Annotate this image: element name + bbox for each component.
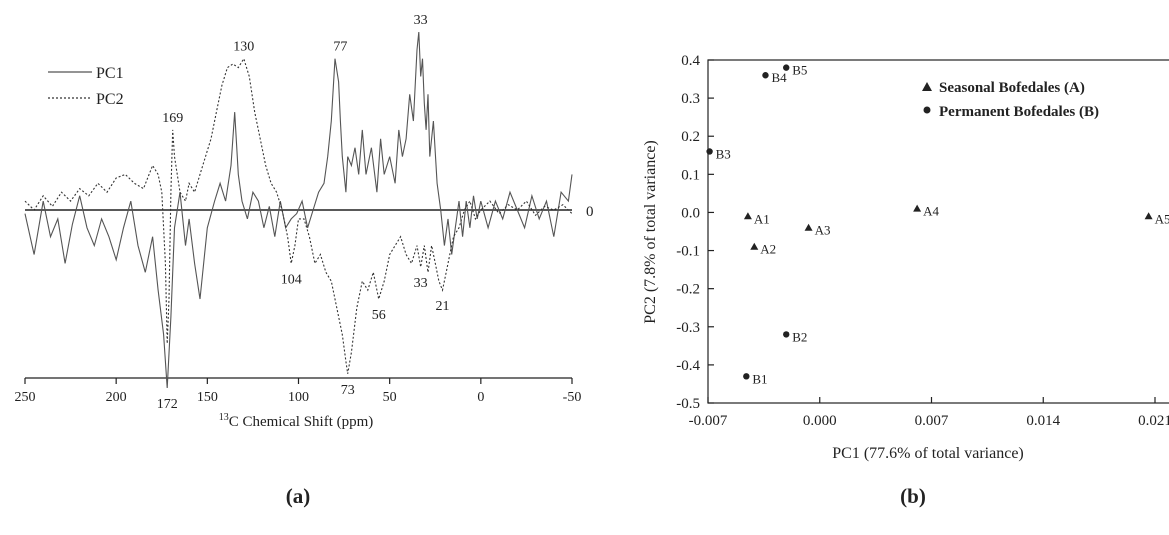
- a-x-axis-label-superscript: 13: [219, 412, 229, 423]
- b-point-label: B2: [792, 329, 807, 344]
- b-y-tick-label: -0.3: [676, 320, 700, 336]
- a-x-tick-label: 0: [477, 390, 484, 405]
- b-x-tick-label: 0.007: [915, 413, 949, 429]
- b-point-label: B5: [792, 63, 807, 78]
- a-x-ticks: 250 200 150 100 50 0 -50: [15, 378, 582, 405]
- a-x-tick-label: 100: [288, 390, 309, 405]
- b-data-points: A1 A2 A3 A4 A5 B1 B2 B3 B4 B5: [706, 63, 1169, 386]
- b-x-tick-label: 0.021: [1138, 413, 1169, 429]
- b-x-tick-label: -0.007: [689, 413, 728, 429]
- a-peak-label: 33: [414, 276, 428, 291]
- b-point-label: A2: [760, 242, 776, 257]
- b-legend-seasonal-label: Seasonal Bofedales (A): [939, 80, 1085, 96]
- a-peak-label: 56: [372, 308, 386, 323]
- b-y-tick-label: 0.0: [681, 205, 700, 221]
- panel-a-nmr-spectrum: 0 250 200 150 100 50 0 -50 33 77 130 169 172 104 73 5…: [15, 13, 594, 508]
- b-y-tick-label: 0.4: [681, 53, 700, 69]
- a-legend-pc1-label: PC1: [96, 65, 124, 82]
- a-legend: PC1 PC2: [48, 65, 124, 108]
- b-point-b1: [743, 373, 750, 380]
- b-y-tick-label: 0.2: [681, 129, 700, 145]
- a-series-pc1-line: [24, 31, 573, 389]
- b-x-axis-label: PC1 (77.6% of total variance): [832, 445, 1024, 462]
- b-point-label: A4: [923, 204, 939, 219]
- a-peak-label: 169: [162, 111, 183, 126]
- b-point-a4: [913, 204, 922, 212]
- b-point-a3: [804, 223, 813, 231]
- a-x-tick-label: 150: [197, 390, 218, 405]
- b-y-tick-label: 0.3: [681, 91, 700, 107]
- b-point-b5: [783, 64, 790, 71]
- b-y-tick-label: -0.1: [676, 244, 700, 260]
- a-x-tick-label: 200: [106, 390, 127, 405]
- b-plot-frame: [707, 59, 1169, 404]
- a-x-axis-label: 13C Chemical Shift (ppm): [219, 412, 374, 430]
- b-x-tick-label: 0.000: [803, 413, 837, 429]
- b-point-label: A5: [1155, 211, 1169, 226]
- b-y-tick-label: -0.4: [676, 358, 700, 374]
- b-point-b3: [706, 148, 713, 155]
- panel-b-label: (b): [900, 484, 926, 508]
- b-y-tick-label: -0.2: [676, 282, 700, 298]
- b-point-b2: [783, 331, 790, 338]
- b-y-tick-label: -0.5: [676, 396, 700, 412]
- a-peak-label: 21: [436, 299, 450, 314]
- a-peak-label: 130: [233, 40, 254, 55]
- a-zero-line-label: 0: [586, 204, 594, 220]
- a-peak-label: 172: [157, 397, 178, 412]
- b-legend: Seasonal Bofedales (A) Permanent Bofedal…: [922, 80, 1099, 120]
- a-peak-labels: 33 77 130 169 172 104 73 56 33 21: [157, 13, 450, 412]
- panel-b-pca-scatter: -0.007 0.000 0.007 0.014 0.021 0.4 0.3 0.2 0.1 0.…: [642, 53, 1169, 508]
- a-x-axis-label-text: C Chemical Shift (ppm): [229, 414, 374, 430]
- a-series-group: [24, 31, 573, 389]
- b-point-label: A3: [815, 223, 831, 238]
- b-point-a5: [1144, 212, 1153, 220]
- b-legend-circle-marker: [923, 106, 931, 114]
- a-peak-label: 77: [333, 40, 347, 55]
- b-point-a1: [743, 212, 752, 220]
- a-peak-label: 33: [414, 13, 428, 28]
- a-x-tick-label: -50: [563, 390, 582, 405]
- a-series-pc2-line: [24, 57, 573, 374]
- a-x-tick-label: 50: [383, 390, 397, 405]
- b-point-label: B4: [771, 70, 787, 85]
- a-legend-pc2-label: PC2: [96, 91, 124, 108]
- b-point-label: B1: [752, 371, 767, 386]
- b-point-a2: [750, 242, 759, 250]
- b-legend-triangle-marker: [922, 82, 932, 91]
- a-x-tick-label: 250: [15, 390, 36, 405]
- b-point-b4: [762, 72, 769, 79]
- panel-a-label: (a): [286, 484, 311, 508]
- b-point-label: B3: [716, 146, 731, 161]
- b-y-axis-label: PC2 (7.8% of total variance): [642, 140, 659, 324]
- b-axis-ticks: -0.007 0.000 0.007 0.014 0.021 0.4 0.3 0.2 0.1 0.…: [676, 53, 1169, 429]
- b-point-label: A1: [754, 211, 770, 226]
- a-peak-label: 73: [341, 383, 355, 398]
- b-x-tick-label: 0.014: [1026, 413, 1060, 429]
- a-peak-label: 104: [281, 272, 302, 287]
- b-y-tick-label: 0.1: [681, 167, 700, 183]
- b-legend-permanent-label: Permanent Bofedales (B): [939, 104, 1099, 120]
